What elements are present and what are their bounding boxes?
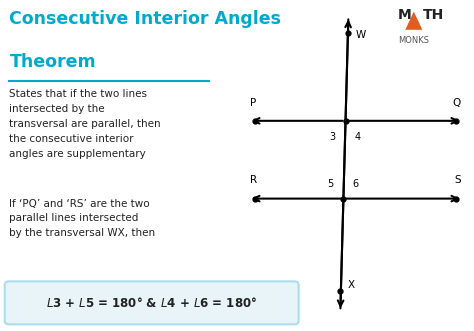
Text: TH: TH bbox=[423, 8, 444, 22]
Text: $\it{L}$3 + $\it{L}$5 = 180° & $\it{L}$4 + $\it{L}$6 = 180°: $\it{L}$3 + $\it{L}$5 = 180° & $\it{L}$4… bbox=[46, 296, 257, 310]
Text: 4: 4 bbox=[354, 132, 360, 142]
Text: 6: 6 bbox=[352, 179, 358, 189]
Text: 5: 5 bbox=[327, 179, 333, 189]
Text: Consecutive Interior Angles: Consecutive Interior Angles bbox=[9, 10, 282, 28]
Text: R: R bbox=[250, 175, 257, 185]
Text: S: S bbox=[454, 175, 461, 185]
Text: W: W bbox=[356, 30, 366, 40]
Text: M: M bbox=[398, 8, 412, 22]
Text: States that if the two lines
intersected by the
transversal are parallel, then
t: States that if the two lines intersected… bbox=[9, 89, 161, 159]
Text: P: P bbox=[250, 98, 256, 108]
Polygon shape bbox=[405, 12, 422, 30]
Text: If ‘PQ’ and ‘RS’ are the two
parallel lines intersected
by the transversal WX, t: If ‘PQ’ and ‘RS’ are the two parallel li… bbox=[9, 199, 155, 238]
Text: X: X bbox=[348, 280, 355, 290]
Text: MONKS: MONKS bbox=[398, 36, 429, 45]
Text: 3: 3 bbox=[329, 132, 335, 142]
Text: Theorem: Theorem bbox=[9, 53, 96, 71]
FancyBboxPatch shape bbox=[5, 281, 299, 324]
Text: Q: Q bbox=[453, 98, 461, 108]
